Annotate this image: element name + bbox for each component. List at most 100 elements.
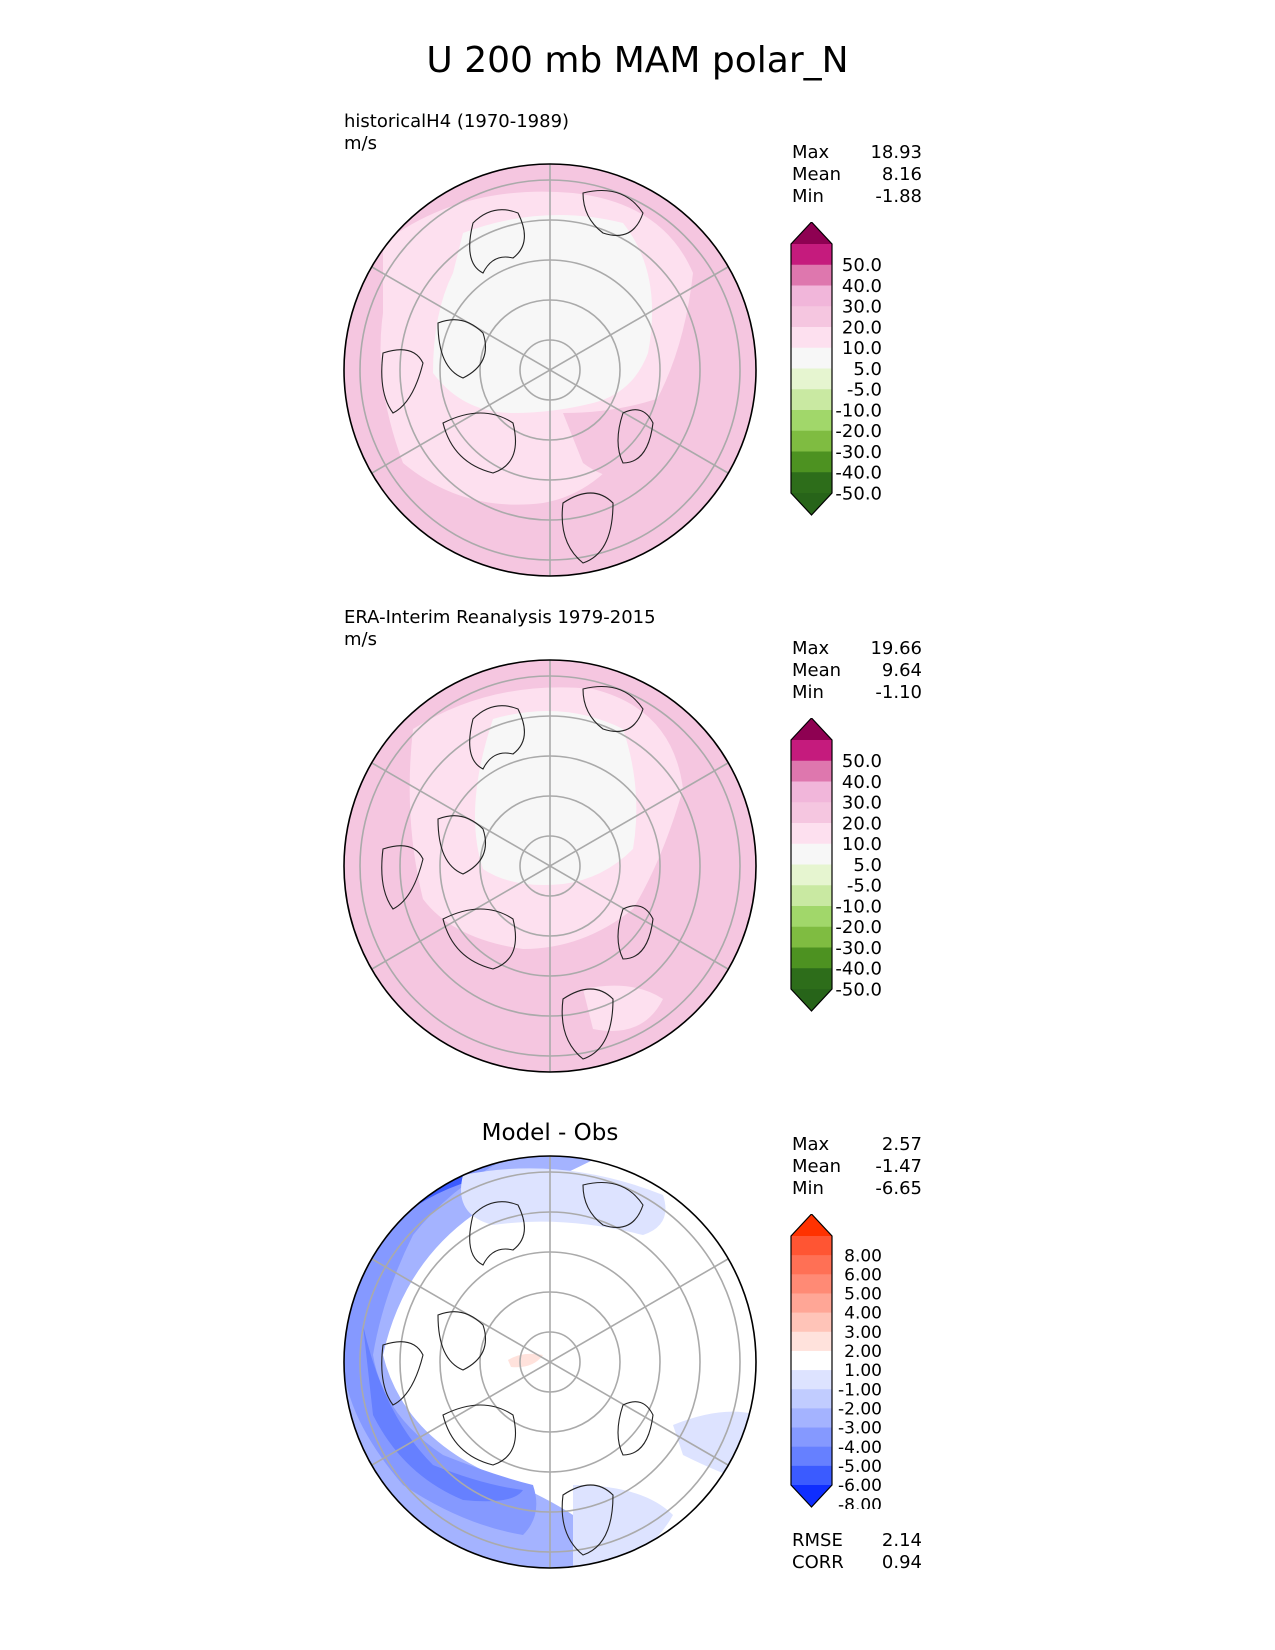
colorbar-tick-label: 3.00 (844, 1323, 882, 1343)
colorbar-cell (791, 306, 832, 328)
colorbar-tick-label: -20.0 (835, 421, 882, 442)
colorbar-cell (791, 1408, 832, 1429)
colorbar-extend-top (791, 718, 832, 740)
contour-fill-south (573, 1485, 673, 1568)
colorbar-tick-label: -3.00 (838, 1419, 882, 1439)
contour-fill-north (461, 1168, 666, 1235)
colorbar-cell (791, 947, 832, 969)
stat-max-label: Max (792, 1134, 830, 1155)
colorbar-cell (791, 1274, 832, 1294)
colorbar-tick-label: 5.0 (853, 855, 882, 876)
colorbar-outline (790, 1214, 833, 1508)
stat-mean-value: 9.64 (881, 660, 922, 681)
colorbar-tick-label: -50.0 (835, 979, 882, 1000)
colorbar-diff: 8.006.005.004.003.002.001.00-1.00-2.00-3… (790, 1214, 882, 1509)
colorbar-cell (791, 926, 832, 948)
panel-model-name: historicalH4 (1970-1989) (344, 111, 570, 132)
stat-mean-label: Mean (792, 660, 842, 681)
colorbar-cell (791, 264, 832, 286)
colorbar-cell (791, 1389, 832, 1409)
stat-mean-label: Mean (792, 164, 842, 185)
corr-label: CORR (792, 1552, 844, 1573)
map-boundary (343, 659, 757, 1073)
colorbar-cell (791, 1446, 832, 1467)
stat-max-value: 2.57 (881, 1134, 922, 1155)
panel-model-units: m/s (344, 133, 377, 154)
colorbar-cell (791, 968, 832, 990)
colorbar-cell (791, 347, 832, 369)
colorbar-cell (791, 472, 832, 494)
colorbar-tick-label: 40.0 (842, 772, 882, 793)
panel-obs-units: m/s (344, 629, 377, 650)
colorbar-tick-label: -10.0 (835, 400, 882, 421)
stats-obs: Max 19.66 Mean 9.64 Min -1.10 (792, 638, 922, 704)
stat-min-value: -1.88 (875, 186, 922, 207)
colorbar-tick-label: 50.0 (842, 751, 882, 772)
rmse-label: RMSE (792, 1530, 843, 1551)
colorbar-cell (791, 451, 832, 473)
colorbar-cell (791, 906, 832, 928)
colorbar-tick-label: 2.00 (844, 1342, 882, 1362)
polar-map-obs (343, 659, 757, 1073)
stat-min-value: -6.65 (875, 1178, 922, 1199)
graticule (359, 660, 741, 1072)
colorbar-cell (791, 1427, 832, 1448)
colorbar-tick-label: 40.0 (842, 276, 882, 297)
colorbar-cell (791, 1350, 832, 1371)
colorbar-tick-label: 8.00 (844, 1246, 882, 1266)
graticule (359, 164, 741, 576)
stats-diff: Max 2.57 Mean -1.47 Min -6.65 (792, 1134, 922, 1200)
colorbar-tick-label: -30.0 (835, 442, 882, 463)
colorbar-cell (791, 843, 832, 865)
colorbar-cell (791, 781, 832, 803)
coastlines (381, 189, 654, 564)
stat-min-label: Min (792, 186, 824, 207)
colorbar-tick-label: -10.0 (835, 896, 882, 917)
contour-fill-pole-positive (508, 1353, 543, 1368)
colorbar-cell (791, 740, 832, 762)
colorbar-cell (791, 1465, 832, 1486)
colorbar-tick-label: -5.00 (838, 1457, 882, 1477)
colorbar-cell (791, 864, 832, 886)
colorbar-tick-label: 6.00 (844, 1265, 882, 1285)
contour-fill-core (433, 215, 653, 413)
colorbar-cell (791, 1331, 832, 1352)
polar-map-model (343, 163, 757, 577)
colorbar-extend-bottom (791, 989, 832, 1011)
colorbar-cell (791, 1236, 832, 1256)
colorbar-tick-label: -5.0 (847, 380, 882, 401)
stats-model: Max 18.93 Mean 8.16 Min -1.88 (792, 142, 922, 208)
colorbar-tick-label: -6.00 (838, 1476, 882, 1496)
colorbar-cell (791, 885, 832, 907)
contour-fill-west-max (363, 1325, 523, 1502)
colorbar-cell (791, 1312, 832, 1333)
colorbar-tick-label: -40.0 (835, 463, 882, 484)
stat-mean-label: Mean (792, 1156, 842, 1177)
colorbar-cell (791, 327, 832, 349)
figure-title: U 200 mb MAM polar_N (426, 40, 849, 81)
colorbar-tick-label: -5.0 (847, 876, 882, 897)
colorbar-tick-label: 10.0 (842, 834, 882, 855)
colorbar-cell (791, 1255, 832, 1275)
stat-max-value: 19.66 (870, 638, 922, 659)
colorbar-outline (790, 718, 833, 1012)
colorbar-cell (791, 244, 832, 266)
stat-mean-value: -1.47 (875, 1156, 922, 1177)
stat-max-value: 18.93 (870, 142, 922, 163)
colorbar-tick-label: 30.0 (842, 793, 882, 814)
contour-fill-core (475, 711, 637, 885)
colorbar-obs: 50.040.030.020.010.05.0-5.0-10.0-20.0-30… (790, 718, 882, 1012)
rmse-value: 2.14 (881, 1530, 922, 1551)
stat-min-label: Min (792, 1178, 824, 1199)
panel-diff-title: Model - Obs (481, 1120, 619, 1146)
colorbar-tick-label: -20.0 (835, 917, 882, 938)
colorbar-tick-label: 5.00 (844, 1285, 882, 1305)
colorbar-tick-label: 5.0 (853, 359, 882, 380)
contour-fill-atlantic (583, 985, 663, 1031)
colorbar-cell (791, 410, 832, 432)
colorbar-cell (791, 368, 832, 390)
colorbar-extend-bottom (791, 493, 832, 515)
colorbar-extend-top (791, 222, 832, 244)
colorbar-tick-label: 1.00 (844, 1361, 882, 1381)
stat-max-label: Max (792, 638, 830, 659)
